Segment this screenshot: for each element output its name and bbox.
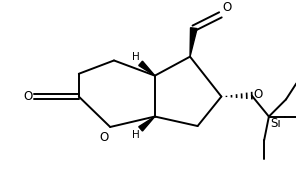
Text: O: O bbox=[254, 88, 263, 101]
Text: H: H bbox=[132, 130, 140, 140]
Polygon shape bbox=[139, 61, 155, 76]
Polygon shape bbox=[190, 28, 197, 57]
Text: O: O bbox=[222, 1, 232, 14]
Polygon shape bbox=[139, 116, 155, 131]
Text: O: O bbox=[23, 90, 32, 103]
Text: Si: Si bbox=[270, 117, 281, 130]
Text: H: H bbox=[132, 52, 140, 62]
Text: O: O bbox=[99, 131, 108, 144]
